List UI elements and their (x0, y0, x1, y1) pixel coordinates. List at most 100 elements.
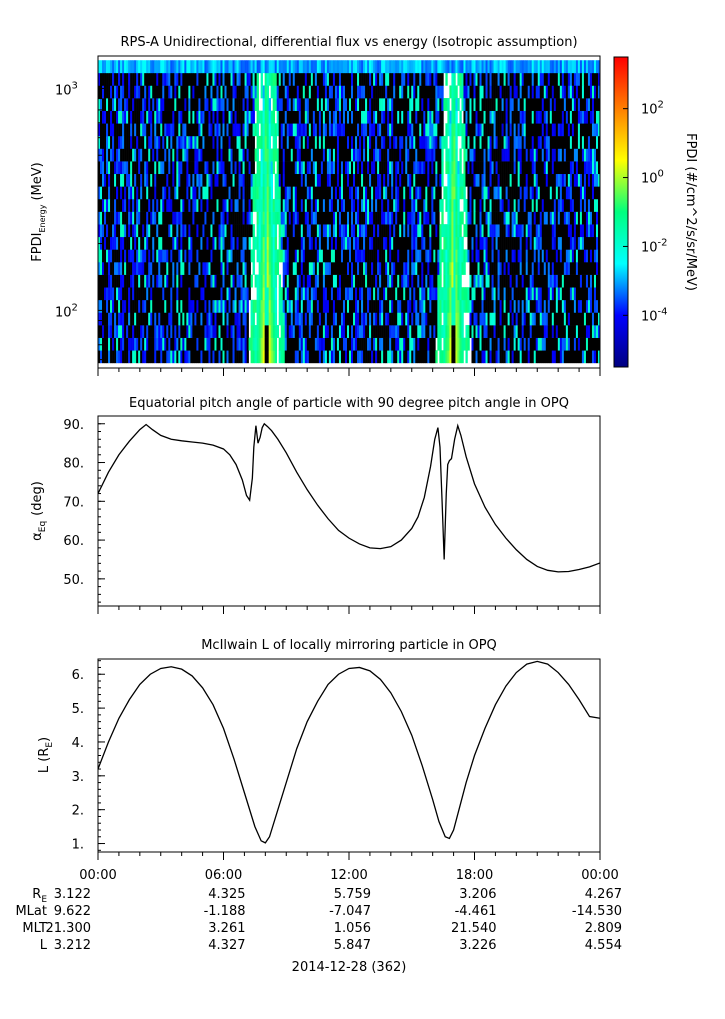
spectrogram-cell (351, 274, 354, 288)
spectrogram-cell (509, 274, 512, 288)
spectrogram-cell (485, 110, 488, 124)
spectrogram-cell (357, 186, 360, 200)
spectrogram-cell (567, 123, 571, 137)
spectrogram-cell (375, 211, 378, 225)
spectrogram-cell (589, 236, 593, 250)
spectrogram-cell (525, 224, 529, 238)
spectrogram-cell (453, 211, 456, 225)
spectrogram-cell (110, 236, 113, 250)
spectrogram-cell (453, 299, 456, 313)
spectrogram-cell (234, 148, 237, 162)
spectrogram-cell (533, 312, 537, 326)
spectrogram-cell (367, 123, 370, 137)
spectrogram-cell (507, 287, 510, 301)
spectrogram-cell (401, 274, 404, 288)
spectrogram-cell (130, 110, 133, 124)
spectrogram-cell (405, 337, 408, 351)
spectrogram-cell (455, 299, 458, 313)
spectrogram-cell (361, 148, 364, 162)
spectrogram-cell (246, 325, 249, 338)
spectrogram-cell (369, 224, 372, 238)
spectrogram-cell (541, 325, 545, 338)
spectrogram-cell (118, 173, 121, 187)
spectrogram-cell (543, 123, 547, 137)
spectrogram-cell (114, 161, 117, 175)
spectrogram-cell (150, 274, 153, 288)
spectrogram-cell (553, 325, 557, 338)
spectrogram-cell (170, 173, 173, 187)
spectrogram-cell (391, 312, 394, 326)
spectrogram-cell (224, 274, 227, 288)
spectrogram-cell (361, 135, 364, 149)
spectrogram-cell (122, 224, 125, 238)
spectrogram-cell (475, 236, 478, 250)
spectrogram-cell (328, 249, 332, 263)
spectrogram-cell (298, 350, 302, 364)
spectrogram-cell (264, 236, 267, 250)
spectrogram-cell (591, 299, 595, 313)
spectrogram-cell (527, 236, 531, 250)
spectrogram-cell (246, 224, 249, 238)
spectrogram-cell (330, 299, 334, 313)
spectrogram-cell (302, 224, 306, 238)
spectrogram-cell (192, 224, 195, 238)
spectrogram-cell (138, 198, 141, 212)
spectrogram-cell (98, 211, 101, 225)
spectrogram-cell (104, 299, 107, 313)
spectrogram-cell (158, 236, 161, 250)
spectrogram-cell (549, 224, 553, 238)
spectrogram-cell (310, 224, 314, 238)
spectrogram-cell (363, 261, 366, 275)
spectrogram-cell (176, 110, 179, 124)
spectrogram-cell (190, 287, 193, 301)
spectrogram-cell (391, 261, 394, 275)
spectrogram-cell (296, 261, 300, 275)
spectrogram-cell (571, 261, 575, 275)
spectrogram-cell (250, 135, 253, 149)
spectrogram-cell (148, 135, 151, 149)
spectrogram-cell (146, 224, 149, 238)
spectrogram-cell (381, 261, 384, 275)
spectrogram-cell (423, 249, 426, 263)
spectrogram-cell (318, 123, 322, 137)
spectrogram-cell (288, 198, 292, 212)
spectrogram-cell (122, 186, 125, 200)
spectrogram-cell (497, 224, 500, 238)
spectrogram-cell (587, 198, 591, 212)
spectrogram-cell (463, 287, 466, 301)
spectrogram-cell (224, 224, 227, 238)
spectrogram-cell (549, 350, 553, 364)
spectrogram-cell (144, 198, 147, 212)
spectrogram-cell (409, 325, 412, 338)
spectrogram-cell (244, 261, 247, 275)
spectrogram-cell (383, 198, 386, 212)
spectrogram-cell (419, 161, 422, 175)
spectrogram-cell (505, 110, 508, 124)
spectrogram-cell (497, 337, 500, 351)
spectrogram-cell (110, 299, 113, 313)
spectrogram-cell (242, 211, 245, 225)
spectrogram-cell (493, 249, 496, 263)
spectrogram-cell (110, 135, 113, 149)
spectrogram-cell (212, 337, 215, 351)
spectrogram-cell (140, 299, 143, 313)
spectrogram-cell (110, 312, 113, 326)
spectrogram-cell (351, 135, 354, 149)
spectrogram-cell (517, 110, 520, 124)
spectrogram-cell (373, 261, 376, 275)
spectrogram-cell (206, 135, 209, 149)
spectrogram-cell (220, 98, 223, 111)
spectrogram-cell (573, 236, 577, 250)
spectrogram-cell (461, 261, 464, 275)
spectrogram-cell (156, 350, 159, 364)
spectrogram-cell (248, 173, 251, 187)
spectrogram-cell (116, 325, 119, 338)
spectrogram-cell (465, 224, 468, 238)
spectrogram-cell (417, 261, 420, 275)
spectrogram-cell (355, 261, 358, 275)
spectrogram-cell (306, 148, 310, 162)
spectrogram-cell (415, 148, 418, 162)
spectrogram-cell (186, 224, 189, 238)
spectrogram-cell (431, 325, 434, 338)
spectrogram-cell (316, 211, 320, 225)
